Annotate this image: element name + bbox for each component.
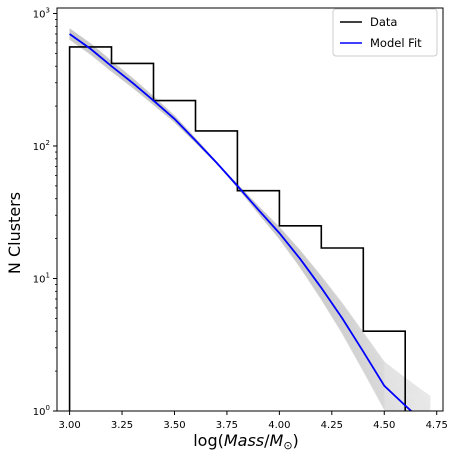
sample-curve bbox=[69, 29, 390, 411]
sample-curve bbox=[69, 28, 387, 411]
sample-curve bbox=[69, 38, 431, 401]
y-tick-base: 10 bbox=[33, 407, 46, 418]
sample-curve bbox=[69, 37, 431, 406]
y-tick-label: 100 bbox=[33, 404, 50, 418]
x-tick-label: 3.50 bbox=[163, 420, 185, 431]
x-axis-label-mass: Mass bbox=[224, 431, 264, 450]
sample-curve bbox=[69, 30, 399, 411]
x-axis-label-suffix: ) bbox=[293, 431, 299, 450]
y-tick-base: 10 bbox=[33, 142, 46, 153]
legend-box bbox=[332, 8, 438, 57]
y-tick-exp: 3 bbox=[46, 6, 50, 14]
y-tick-exp: 2 bbox=[46, 139, 50, 147]
sample-curve bbox=[69, 37, 431, 404]
sample-curve bbox=[69, 28, 388, 411]
y-tick-label: 101 bbox=[33, 271, 50, 285]
plot-frame bbox=[56, 7, 444, 412]
legend-data-label: Data bbox=[370, 15, 397, 29]
sample-curve bbox=[69, 36, 431, 411]
sample-curve bbox=[69, 30, 396, 411]
posterior-sample-curves bbox=[69, 28, 431, 411]
data-histogram bbox=[68, 46, 406, 411]
x-axis-label-prefix: log( bbox=[193, 431, 224, 450]
y-tick-base: 10 bbox=[33, 274, 46, 285]
model-fit-line bbox=[69, 33, 413, 411]
legend: Data Model Fit bbox=[332, 8, 438, 57]
x-tick-label: 4.50 bbox=[373, 420, 395, 431]
axes-frame bbox=[56, 7, 444, 412]
x-tick-label: 3.75 bbox=[216, 420, 238, 431]
sample-curve bbox=[69, 29, 393, 411]
x-axis-label-msym: M bbox=[270, 431, 284, 450]
x-tick-label: 3.25 bbox=[111, 420, 133, 431]
y-tick-label: 102 bbox=[33, 139, 50, 153]
legend-model-fit-label: Model Fit bbox=[370, 36, 422, 50]
y-tick-exp: 1 bbox=[46, 271, 50, 279]
y-tick-exp: 0 bbox=[46, 404, 50, 412]
x-axis-label: log(Mass/M⊙) bbox=[193, 431, 299, 452]
sample-curve bbox=[69, 29, 394, 411]
model-fit-curve bbox=[69, 33, 413, 411]
sample-curve bbox=[69, 38, 431, 403]
y-tick-label: 103 bbox=[33, 6, 50, 20]
sample-curve bbox=[69, 38, 431, 398]
histogram-steps bbox=[68, 46, 406, 411]
x-tick-label: 4.25 bbox=[321, 420, 343, 431]
sample-curve bbox=[69, 36, 431, 409]
x-axis-label-slash: / bbox=[264, 431, 270, 450]
sample-curve bbox=[69, 38, 431, 399]
x-tick-label: 4.75 bbox=[426, 420, 448, 431]
x-tick-label: 3.00 bbox=[58, 420, 80, 431]
sample-curve bbox=[69, 29, 392, 411]
y-tick-base: 10 bbox=[33, 9, 46, 20]
sample-curve bbox=[69, 30, 395, 411]
x-axis-ticks: 3.00 3.25 3.50 3.75 4.00 4.25 4.50 4.75 bbox=[58, 411, 448, 431]
sample-curve bbox=[69, 30, 398, 411]
x-tick-label: 4.00 bbox=[268, 420, 290, 431]
y-axis-label: N Clusters bbox=[5, 192, 24, 274]
sample-curve bbox=[69, 37, 431, 408]
x-axis-label-sub: ⊙ bbox=[283, 439, 292, 452]
sample-curve bbox=[69, 28, 389, 411]
